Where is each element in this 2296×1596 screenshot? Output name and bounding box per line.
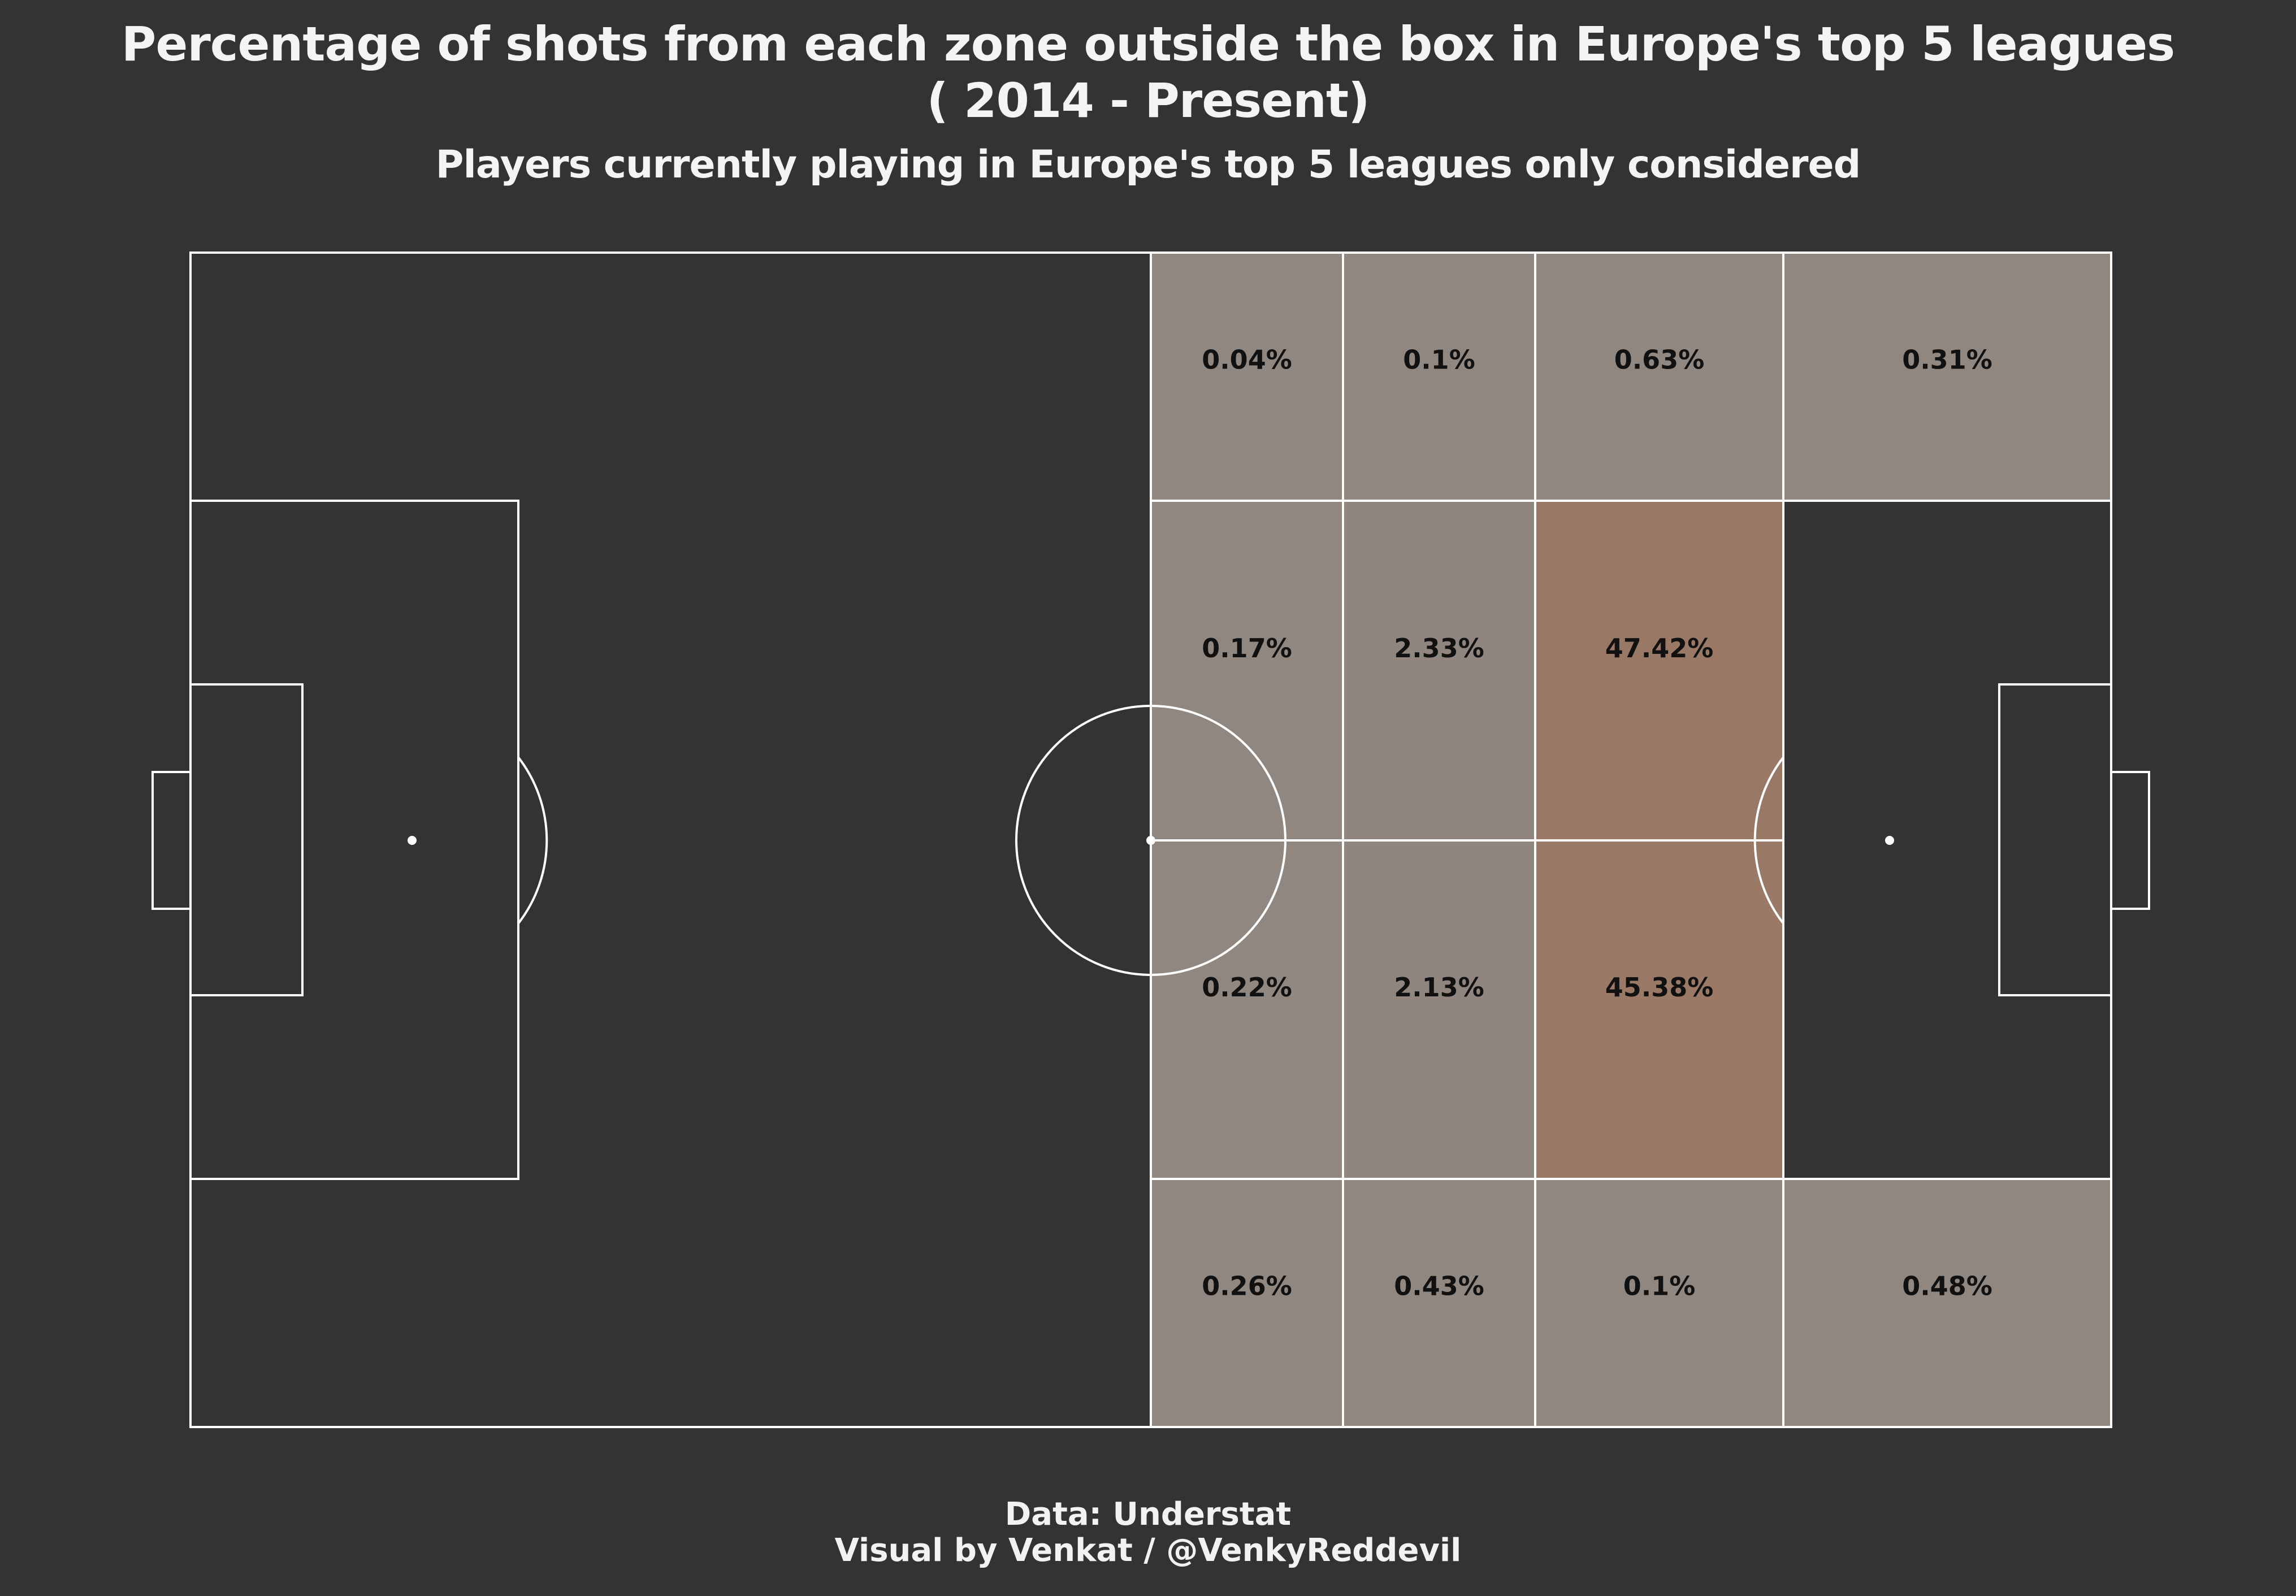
zone-value-label: 0.48% [1902, 1271, 1992, 1302]
zone-value-label: 45.38% [1605, 972, 1714, 1003]
left-penalty-spot [408, 836, 417, 845]
zone-cell [1534, 251, 1784, 502]
zone-cell [1342, 839, 1536, 1180]
zone-value-label: 0.1% [1623, 1271, 1696, 1302]
zone-cell [1150, 251, 1344, 502]
zone-value-label: 0.04% [1202, 345, 1292, 375]
title-block: Percentage of shots from each zone outsi… [0, 16, 2296, 188]
zone-value-label: 0.63% [1614, 345, 1705, 375]
right-goal [2110, 771, 2150, 910]
left-goal [151, 771, 192, 910]
zone-cell [1782, 251, 2112, 502]
data-source: Data: Understat [1004, 1496, 1292, 1533]
zone-labels-layer: 0.04% 0.1% 0.63% 0.31% 0.17% 2.33% 47.42% 0.22%… [1202, 345, 1992, 1302]
left-penalty-arc [517, 756, 548, 925]
visual-credit: Visual by Venkat / @VenkyReddevil [834, 1532, 1462, 1569]
zone-value-label: 0.17% [1202, 633, 1292, 663]
zone-value-label: 2.33% [1394, 633, 1484, 663]
right-penalty-spot [1885, 836, 1894, 845]
centre-circle [1015, 705, 1286, 976]
zone-cell [1150, 1178, 1344, 1428]
right-penalty-arc [1753, 756, 1784, 925]
chart-title-line-1: Percentage of shots from each zone outsi… [121, 16, 2175, 72]
zone-value-label: 47.42% [1605, 633, 1714, 663]
zone-cell [1534, 500, 1784, 842]
chart-title-line-2: ( 2014 - Present) [926, 73, 1370, 128]
right-penalty-area [1782, 500, 2112, 1180]
pitch-lines [151, 251, 2150, 1428]
zone-cell [1150, 500, 1344, 842]
zone-value-label: 0.1% [1403, 345, 1475, 375]
left-six-yard-box [189, 683, 304, 996]
chart-subtitle: Players currently playing in Europe's to… [435, 142, 1861, 187]
zone-value-label: 0.31% [1902, 345, 1992, 375]
centre-spot [1146, 836, 1155, 845]
zone-value-label: 0.26% [1202, 1271, 1292, 1302]
zone-cell [1342, 251, 1536, 502]
footer: Data: Understat Visual by Venkat / @Venk… [0, 1497, 2296, 1569]
zone-cell [1534, 1178, 1784, 1428]
left-penalty-area [189, 500, 519, 1180]
zones-layer [1150, 251, 2112, 1428]
zone-cell [1150, 839, 1344, 1180]
zone-cell [1534, 839, 1784, 1180]
zone-cell [1782, 1178, 2112, 1428]
zone-cell [1342, 1178, 1536, 1428]
zone-value-label: 0.43% [1394, 1271, 1484, 1302]
zone-value-label: 2.13% [1394, 972, 1484, 1003]
zone-cell [1342, 500, 1536, 842]
zone-value-label: 0.22% [1202, 972, 1292, 1003]
right-six-yard-box [1998, 683, 2112, 996]
